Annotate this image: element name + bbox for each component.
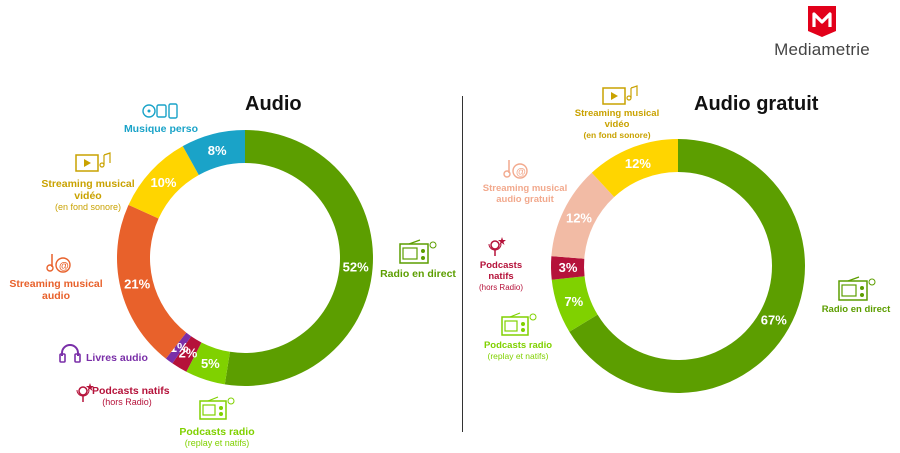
label-sublabel: (replay et natifs) (184, 438, 250, 448)
slice-label-audio-musique-perso: 8% (208, 143, 227, 158)
slice-audio-podcasts-natifs (172, 336, 202, 372)
podcast-microphone-icon (488, 237, 506, 256)
radio-icon (399, 239, 437, 264)
label-podcasts-natifs-gratuit: Podcasts natifs (hors Radio) (468, 260, 534, 293)
slice-label-audio-gratuit-streaming-musical-video: 12% (625, 156, 651, 171)
slice-audio-gratuit-podcasts-natifs (551, 256, 585, 280)
label-text: Streaming musical vidéo (574, 108, 660, 130)
label-text: Radio en direct (380, 268, 456, 280)
slice-audio-streaming-musical-video (128, 146, 199, 219)
podcast-radio-icon (501, 312, 537, 336)
slice-label-audio-gratuit-podcasts-natifs: 3% (559, 260, 578, 275)
slice-label-audio-podcasts-radio: 5% (201, 356, 220, 371)
svg-text:@: @ (516, 167, 526, 178)
brand: Mediametrie (762, 4, 882, 60)
slice-audio-streaming-musical-audio (116, 204, 187, 359)
podcast-microphone-icon (76, 383, 94, 402)
slice-label-audio-gratuit-podcasts-radio: 7% (564, 294, 583, 309)
label-streaming-audio: Streaming musical audio (6, 278, 106, 302)
label-podcasts-natifs: Podcasts natifs (hors Radio) (92, 385, 172, 408)
label-sublabel: (en fond sonore) (54, 202, 122, 212)
svg-text:@: @ (59, 261, 69, 272)
label-sublabel: (hors Radio) (102, 397, 152, 407)
music-note-icon: @ (503, 160, 528, 179)
label-radio-en-direct-gratuit: Radio en direct (818, 304, 894, 316)
slice-audio-gratuit-streaming-musical-video (591, 139, 678, 197)
slice-label-audio-streaming-musical-audio: 21% (124, 277, 150, 292)
slice-audio-livres-audio (165, 332, 192, 364)
label-livres-audio: Livres audio (86, 352, 166, 364)
music-note-icon: @ (46, 254, 71, 273)
slice-audio-gratuit-podcasts-radio (551, 276, 598, 332)
label-text: Musique perso (123, 123, 199, 135)
label-musique-perso: Musique perso (118, 123, 204, 135)
label-text: Livres audio (86, 352, 148, 364)
slice-label-audio-podcasts-natifs: 2% (179, 346, 198, 361)
radio-icon (838, 276, 876, 301)
slice-label-audio-gratuit-radio-en-direct: 67% (761, 313, 787, 328)
label-text: Radio en direct (821, 304, 891, 315)
chart-title-audio-gratuit: Audio gratuit (694, 93, 819, 115)
slice-audio-musique-perso (182, 130, 245, 175)
label-streaming-audio-gratuit: Streaming musical audio gratuit (482, 183, 568, 205)
label-sublabel: (hors Radio) (478, 283, 523, 292)
label-text: Streaming musical vidéo (41, 178, 135, 202)
brand-name: Mediametrie (774, 40, 870, 59)
mediametrie-logo-icon (808, 6, 836, 37)
label-podcasts-radio-gratuit: Podcasts radio (replay et natifs) (478, 340, 558, 362)
slice-label-audio-radio-en-direct: 52% (343, 259, 369, 274)
label-text: Podcasts natifs (92, 385, 170, 397)
chart-divider (462, 96, 463, 432)
headphones-icon (59, 344, 81, 363)
label-sublabel: (replay et natifs) (487, 351, 549, 361)
label-text: Podcasts radio (483, 340, 553, 351)
label-text: Streaming musical audio (9, 278, 103, 302)
label-streaming-video: Streaming musical vidéo (en fond sonore) (40, 178, 136, 213)
slice-audio-radio-en-direct (224, 130, 373, 386)
podcast-radio-icon (199, 396, 235, 420)
chart-title-audio: Audio (245, 93, 302, 115)
video-play-icon (602, 85, 638, 105)
video-play-icon (75, 152, 111, 172)
label-text: Podcasts radio (179, 426, 255, 438)
label-sublabel: (en fond sonore) (583, 130, 651, 140)
slice-label-audio-gratuit-streaming-musical-audio-gratuit: 12% (566, 211, 592, 226)
slice-audio-gratuit-streaming-musical-audio-gratuit (551, 172, 615, 259)
slice-label-audio-streaming-musical-video: 10% (150, 175, 176, 190)
personal-music-icon (142, 103, 178, 119)
label-radio-en-direct: Radio en direct (378, 268, 458, 280)
label-podcasts-radio: Podcasts radio (replay et natifs) (170, 426, 264, 449)
label-text: Podcasts natifs (479, 260, 523, 282)
label-text: Streaming musical audio gratuit (482, 183, 568, 205)
label-streaming-video-gratuit: Streaming musical vidéo (en fond sonore) (569, 108, 665, 141)
slice-audio-podcasts-radio (186, 342, 230, 385)
